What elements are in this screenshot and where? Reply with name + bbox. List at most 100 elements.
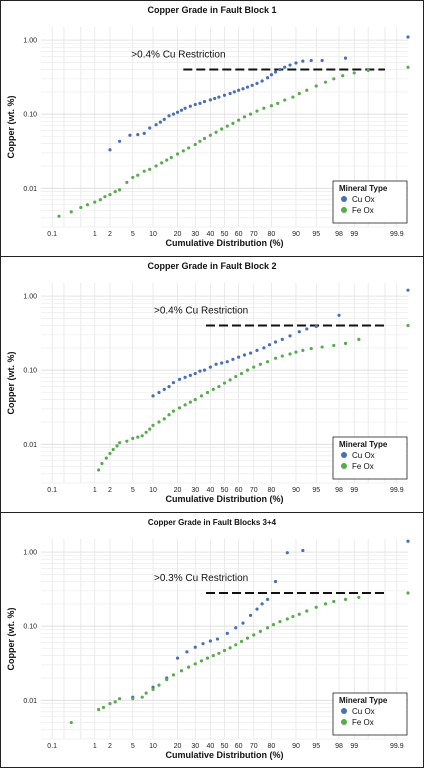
data-point-fe-ox bbox=[406, 591, 410, 595]
x-tick-label: 10 bbox=[149, 487, 157, 494]
data-point-fe-ox bbox=[98, 198, 102, 202]
data-point-fe-ox bbox=[301, 348, 305, 352]
data-point-fe-ox bbox=[148, 167, 152, 171]
data-point-fe-ox bbox=[93, 200, 97, 204]
data-point-fe-ox bbox=[69, 720, 73, 725]
x-tick-label: 5 bbox=[131, 487, 135, 494]
x-tick-label: 95 bbox=[312, 743, 320, 750]
data-point-fe-ox bbox=[406, 65, 410, 69]
data-point-fe-ox bbox=[278, 620, 282, 624]
x-axis-label: Cumulative Distribution (%) bbox=[165, 238, 283, 248]
data-point-fe-ox bbox=[193, 662, 197, 666]
data-point-fe-ox bbox=[258, 629, 262, 633]
data-point-fe-ox bbox=[252, 633, 256, 637]
data-point-cu-ox bbox=[136, 132, 140, 137]
data-point-fe-ox bbox=[167, 413, 171, 417]
x-tick-label: 2 bbox=[108, 487, 112, 494]
data-point-fe-ox bbox=[136, 435, 140, 439]
x-tick-label: 40 bbox=[206, 743, 214, 750]
data-point-fe-ox bbox=[188, 400, 192, 404]
data-point-cu-ox bbox=[250, 83, 254, 87]
x-tick-label: 5 bbox=[131, 231, 135, 238]
data-point-fe-ox bbox=[131, 436, 135, 440]
data-point-cu-ox bbox=[215, 637, 220, 641]
data-point-fe-ox bbox=[237, 118, 241, 122]
chart-svg-fault-block-2: Copper Grade in Fault Block 2 0.1 1 2 5 10 20 3… bbox=[6, 261, 410, 504]
chart-title: Copper Grade in Fault Block 1 bbox=[147, 5, 276, 15]
data-point-fe-ox bbox=[234, 374, 238, 379]
data-point-fe-ox bbox=[181, 149, 185, 153]
data-point-fe-ox bbox=[314, 84, 318, 88]
data-point-cu-ox bbox=[228, 91, 232, 96]
data-point-fe-ox bbox=[108, 193, 112, 197]
data-point-cu-ox bbox=[202, 368, 207, 372]
data-point-fe-ox bbox=[125, 180, 129, 184]
legend-marker-cu-ox bbox=[341, 708, 347, 714]
chart-title: Copper Grade in Fault Blocks 3+4 bbox=[148, 518, 277, 527]
data-point-fe-ox bbox=[131, 697, 135, 701]
data-point-fe-ox bbox=[198, 139, 202, 143]
data-point-fe-ox bbox=[283, 98, 287, 102]
data-point-fe-ox bbox=[248, 112, 253, 116]
data-point-fe-ox bbox=[100, 461, 104, 466]
data-point-fe-ox bbox=[183, 403, 187, 407]
x-tick-label: 95 bbox=[312, 487, 320, 494]
x-tick-label: 99 bbox=[350, 231, 358, 238]
data-point-cu-ox bbox=[158, 120, 162, 124]
data-point-fe-ox bbox=[245, 368, 250, 372]
data-point-fe-ox bbox=[101, 705, 106, 710]
data-point-fe-ox bbox=[291, 614, 295, 619]
x-tick-label: 20 bbox=[174, 487, 182, 494]
data-point-cu-ox bbox=[255, 81, 259, 86]
data-point-fe-ox bbox=[228, 378, 232, 382]
data-point-cu-ox bbox=[201, 642, 205, 646]
data-point-fe-ox bbox=[265, 360, 270, 364]
x-tick-label: 40 bbox=[206, 487, 214, 494]
y-tick-label: 0.01 bbox=[23, 698, 37, 705]
data-point-fe-ox bbox=[160, 161, 164, 165]
data-point-cu-ox bbox=[167, 114, 171, 118]
data-point-fe-ox bbox=[285, 617, 289, 621]
data-point-fe-ox bbox=[341, 74, 345, 78]
data-point-fe-ox bbox=[193, 142, 197, 147]
data-point-cu-ox bbox=[162, 387, 166, 391]
data-point-cu-ox bbox=[193, 371, 197, 376]
data-point-cu-ox bbox=[148, 126, 152, 130]
data-point-fe-ox bbox=[165, 158, 169, 162]
data-point-fe-ox bbox=[151, 687, 155, 692]
data-point-cu-ox bbox=[406, 35, 410, 39]
data-point-cu-ox bbox=[248, 351, 253, 355]
data-point-cu-ox bbox=[128, 133, 132, 137]
legend-label-fe-ox: Fe Ox bbox=[352, 718, 374, 727]
data-point-fe-ox bbox=[225, 124, 229, 128]
x-tick-label: 40 bbox=[206, 231, 214, 238]
legend-label-fe-ox: Fe Ox bbox=[352, 206, 374, 215]
data-point-fe-ox bbox=[357, 337, 361, 342]
x-tick-label: 0.1 bbox=[47, 743, 57, 750]
data-point-fe-ox bbox=[115, 444, 119, 448]
x-tick-label: 99 bbox=[350, 743, 358, 750]
data-point-fe-ox bbox=[406, 323, 410, 328]
data-point-cu-ox bbox=[273, 340, 278, 344]
y-axis-label: Copper (wt. %) bbox=[6, 608, 16, 671]
data-point-fe-ox bbox=[217, 384, 221, 389]
data-point-fe-ox bbox=[305, 88, 309, 92]
x-tick-label: 99.9 bbox=[390, 231, 404, 238]
data-point-cu-ox bbox=[193, 645, 197, 649]
data-point-cu-ox bbox=[198, 369, 202, 373]
y-tick-label: 1.00 bbox=[23, 550, 37, 557]
data-point-fe-ox bbox=[79, 205, 83, 210]
data-point-fe-ox bbox=[265, 626, 270, 630]
data-point-cu-ox bbox=[151, 394, 155, 398]
data-point-cu-ox bbox=[188, 373, 192, 377]
x-tick-label: 70 bbox=[250, 487, 258, 494]
restriction-label: >0.4% Cu Restriction bbox=[154, 306, 248, 317]
x-tick-label: 30 bbox=[191, 231, 199, 238]
x-tick-label: 90 bbox=[292, 743, 300, 750]
data-point-cu-ox bbox=[269, 73, 274, 77]
x-tick-label: 20 bbox=[174, 231, 182, 238]
data-point-cu-ox bbox=[260, 79, 264, 83]
data-point-cu-ox bbox=[183, 106, 187, 110]
data-point-fe-ox bbox=[97, 468, 101, 472]
data-point-fe-ox bbox=[140, 434, 144, 438]
